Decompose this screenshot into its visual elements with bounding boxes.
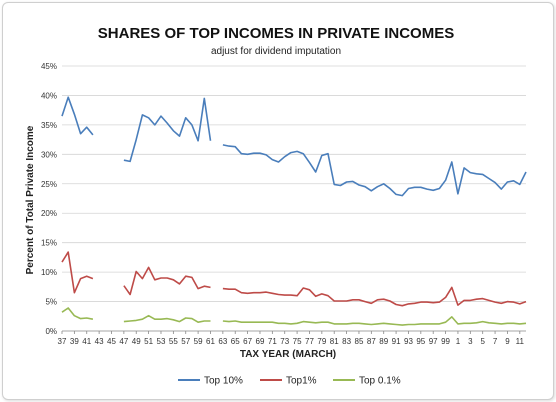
- x-tick-label: 7: [493, 337, 498, 346]
- x-tick-label: 79: [317, 337, 326, 346]
- x-tick-label: 85: [355, 337, 364, 346]
- x-tick-label: 75: [293, 337, 302, 346]
- x-tick-label: 89: [379, 337, 388, 346]
- x-tick-label: 61: [206, 337, 215, 346]
- x-tick-label: 51: [144, 337, 153, 346]
- series-line-1: [61, 251, 527, 307]
- x-tick-label: 91: [392, 337, 401, 346]
- y-tick-label: 15%: [41, 239, 57, 248]
- series-line-0: [61, 96, 527, 197]
- y-tick-label: 35%: [41, 121, 57, 130]
- x-tick-label: 99: [441, 337, 450, 346]
- x-tick-label: 45: [107, 337, 116, 346]
- y-tick-label: 45%: [41, 62, 57, 71]
- x-tick-label: 63: [218, 337, 227, 346]
- y-tick-label: 20%: [41, 209, 57, 218]
- x-tick-label: 93: [404, 337, 413, 346]
- chart-subtitle: adjust for dividend imputation: [211, 46, 341, 57]
- chart-title: SHARES OF TOP INCOMES IN PRIVATE INCOMES: [98, 25, 454, 42]
- x-tick-label: 37: [58, 337, 67, 346]
- x-tick-label: 71: [268, 337, 277, 346]
- x-tick-label: 9: [505, 337, 510, 346]
- x-tick-label: 55: [169, 337, 178, 346]
- x-tick-label: 11: [516, 337, 525, 346]
- y-tick-label: 10%: [41, 268, 57, 277]
- x-tick-label: 57: [181, 337, 190, 346]
- y-tick-label: 5%: [45, 298, 57, 307]
- x-tick-label: 83: [342, 337, 351, 346]
- y-tick-label: 30%: [41, 150, 57, 159]
- x-tick-label: 47: [119, 337, 128, 346]
- legend-label-1: Top1%: [286, 376, 317, 387]
- y-tick-label: 0%: [45, 327, 57, 336]
- x-tick-label: 77: [305, 337, 314, 346]
- x-tick-label: 43: [95, 337, 104, 346]
- x-tick-label: 67: [243, 337, 252, 346]
- x-axis-title: TAX YEAR (MARCH): [240, 349, 336, 360]
- gridlines: [62, 65, 526, 332]
- x-tick-label: 95: [416, 337, 425, 346]
- x-tick-label: 1: [456, 337, 461, 346]
- x-tick-label: 73: [280, 337, 289, 346]
- x-tick-label: 87: [367, 337, 376, 346]
- x-tick-label: 53: [157, 337, 166, 346]
- x-tick-label: 97: [429, 337, 438, 346]
- x-tick-label: 3: [468, 337, 473, 346]
- x-tick-label: 41: [82, 337, 91, 346]
- legend-label-0: Top 10%: [204, 376, 243, 387]
- x-tick-label: 69: [256, 337, 265, 346]
- x-tick-label: 59: [194, 337, 203, 346]
- x-axis-ticks: 37 39 41 43 45 47 49 51 53 55 57 59 61 63 65 67 69 71 73 75…: [58, 331, 525, 346]
- series-lines: [61, 96, 527, 326]
- legend: Top 10% Top1% Top 0.1%: [178, 376, 401, 387]
- y-axis-title: Percent of Total Private Income: [25, 125, 36, 274]
- y-tick-label: 25%: [41, 180, 57, 189]
- x-tick-label: 39: [70, 337, 79, 346]
- y-tick-label: 40%: [41, 91, 57, 100]
- x-tick-label: 81: [330, 337, 339, 346]
- series-line-2: [61, 307, 527, 326]
- x-tick-label: 65: [231, 337, 240, 346]
- y-axis-ticks: 0% 5% 10% 15% 20% 25% 30% 35% 40% 45%: [41, 62, 57, 336]
- x-tick-label: 49: [132, 337, 141, 346]
- x-tick-label: 5: [480, 337, 485, 346]
- legend-label-2: Top 0.1%: [359, 376, 401, 387]
